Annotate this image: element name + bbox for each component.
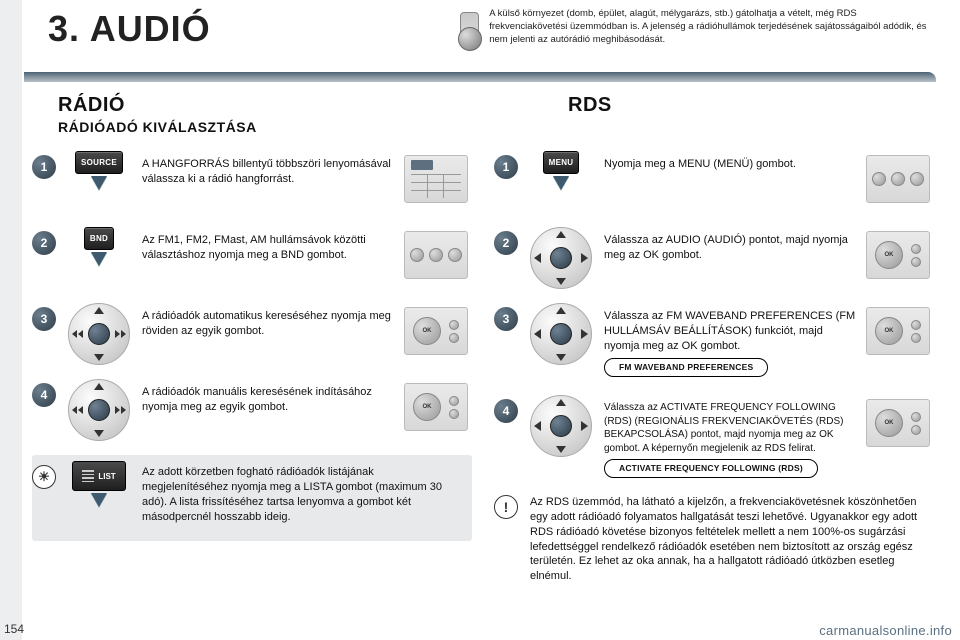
control-illustration: BND bbox=[62, 227, 136, 266]
control-illustration: LIST bbox=[62, 461, 136, 507]
step-text: Válassza az FM WAVEBAND PREFERENCES (FM … bbox=[598, 303, 862, 377]
step-number: 2 bbox=[494, 231, 518, 255]
option-pill: FM WAVEBAND PREFERENCES bbox=[604, 358, 768, 377]
panel-thumb bbox=[400, 151, 472, 203]
audio-cd-icon bbox=[460, 12, 479, 48]
subhead-right: RDS bbox=[488, 94, 960, 135]
header-note-text: A külső környezet (domb, épület, alagút,… bbox=[489, 8, 936, 46]
panel-thumb bbox=[862, 303, 934, 355]
list-button-label: LIST bbox=[98, 472, 115, 481]
source-button[interactable]: SOURCE bbox=[75, 151, 123, 174]
header-note-box: A külső környezet (domb, épület, alagút,… bbox=[460, 8, 960, 72]
right-step-1: 1 MENU Nyomja meg a MENU (MENÜ) gombot. bbox=[494, 151, 934, 219]
step-text: Válassza az ACTIVATE FREQUENCY FOLLOWING… bbox=[598, 395, 862, 478]
right-column: 1 MENU Nyomja meg a MENU (MENÜ) gombot. … bbox=[494, 151, 934, 584]
radio-knob-icon bbox=[866, 399, 930, 447]
step-number: 1 bbox=[32, 155, 56, 179]
control-illustration bbox=[62, 303, 136, 365]
step-text: Nyomja meg a MENU (MENÜ) gombot. bbox=[598, 151, 862, 172]
page-title: 3. AUDIÓ bbox=[48, 8, 460, 72]
pointer-down-icon bbox=[91, 493, 107, 507]
pointer-down-icon bbox=[91, 252, 107, 266]
left-step-2: 2 BND Az FM1, FM2, FMast, AM hullámsávok… bbox=[32, 227, 472, 295]
left-step-3: 3 A rádióadók automatikus kereséséhez ny… bbox=[32, 303, 472, 371]
right-step-4: 4 Válassza az ACTIVATE FREQUENCY FOLLOWI… bbox=[494, 395, 934, 483]
dpad-ok-icon[interactable] bbox=[530, 303, 592, 365]
dpad-ok-icon[interactable] bbox=[530, 227, 592, 289]
warning-icon: ! bbox=[494, 495, 518, 519]
header: 3. AUDIÓ A külső környezet (domb, épület… bbox=[0, 0, 960, 72]
left-margin bbox=[0, 0, 22, 640]
page: 3. AUDIÓ A külső környezet (domb, épület… bbox=[0, 0, 960, 640]
left-note: ☀ LIST Az adott körzetben fogható rádióa… bbox=[32, 455, 472, 541]
step-number: 2 bbox=[32, 231, 56, 255]
panel-thumb bbox=[862, 227, 934, 279]
page-number: 154 bbox=[4, 622, 24, 636]
columns: 1 SOURCE A HANGFORRÁS billentyű többször… bbox=[0, 151, 960, 584]
panel-thumb bbox=[862, 151, 934, 203]
step-number: 1 bbox=[494, 155, 518, 179]
dpad-icon[interactable] bbox=[68, 303, 130, 365]
pointer-down-icon bbox=[91, 176, 107, 190]
radio-knob-icon bbox=[404, 307, 468, 355]
control-illustration: MENU bbox=[524, 151, 598, 190]
control-illustration bbox=[524, 395, 598, 457]
option-pill: ACTIVATE FREQUENCY FOLLOWING (RDS) bbox=[604, 459, 818, 478]
right-heading: RDS bbox=[568, 94, 960, 117]
step-number: 4 bbox=[494, 399, 518, 423]
left-step-4: 4 A rádióadók manuális keresésének indít… bbox=[32, 379, 472, 447]
dpad-icon[interactable] bbox=[68, 379, 130, 441]
step-number: 4 bbox=[32, 383, 56, 407]
control-illustration: SOURCE bbox=[62, 151, 136, 190]
subheader: RÁDIÓ RÁDIÓADÓ KIVÁLASZTÁSA RDS bbox=[0, 82, 960, 151]
left-column: 1 SOURCE A HANGFORRÁS billentyű többször… bbox=[32, 151, 472, 584]
panel-thumb bbox=[400, 379, 472, 431]
pointer-down-icon bbox=[553, 176, 569, 190]
step-text-body: Válassza az FM WAVEBAND PREFERENCES (FM … bbox=[604, 310, 855, 352]
left-subheading: RÁDIÓADÓ KIVÁLASZTÁSA bbox=[58, 119, 488, 135]
step-text: A rádióadók manuális keresésének indítás… bbox=[136, 379, 400, 415]
watermark: carmanualsonline.info bbox=[819, 623, 952, 638]
step-text: A HANGFORRÁS billentyű többszöri lenyomá… bbox=[136, 151, 400, 187]
right-note: ! Az RDS üzemmód, ha látható a kijelzőn,… bbox=[494, 491, 934, 584]
tip-icon: ☀ bbox=[32, 465, 56, 489]
menu-button[interactable]: MENU bbox=[543, 151, 580, 174]
bnd-button[interactable]: BND bbox=[84, 227, 114, 250]
radio-buttons-icon bbox=[866, 155, 930, 203]
radio-knob-icon bbox=[866, 307, 930, 355]
header-divider bbox=[24, 72, 936, 82]
step-text: Válassza az AUDIO (AUDIÓ) pontot, majd n… bbox=[598, 227, 862, 263]
control-illustration bbox=[524, 227, 598, 289]
subhead-left: RÁDIÓ RÁDIÓADÓ KIVÁLASZTÁSA bbox=[58, 94, 488, 135]
step-text: A rádióadók automatikus kereséséhez nyom… bbox=[136, 303, 400, 339]
step-text-body: Válassza az ACTIVATE FREQUENCY FOLLOWING… bbox=[604, 402, 843, 454]
radio-buttons-icon bbox=[404, 231, 468, 279]
radio-grid-icon bbox=[404, 155, 468, 203]
left-heading: RÁDIÓ bbox=[58, 94, 488, 117]
left-step-1: 1 SOURCE A HANGFORRÁS billentyű többször… bbox=[32, 151, 472, 219]
radio-knob-icon bbox=[404, 383, 468, 431]
panel-thumb bbox=[400, 227, 472, 279]
list-button[interactable]: LIST bbox=[72, 461, 126, 491]
panel-thumb bbox=[862, 395, 934, 447]
step-number: 3 bbox=[32, 307, 56, 331]
radio-knob-icon bbox=[866, 231, 930, 279]
list-lines-icon bbox=[82, 470, 94, 482]
note-text: Az adott körzetben fogható rádióadók lis… bbox=[136, 461, 468, 524]
dpad-ok-icon[interactable] bbox=[530, 395, 592, 457]
panel-thumb bbox=[400, 303, 472, 355]
step-text: Az FM1, FM2, FMast, AM hullámsávok közöt… bbox=[136, 227, 400, 263]
right-step-3: 3 Válassza az FM WAVEBAND PREFERENCES (F… bbox=[494, 303, 934, 387]
note-text: Az RDS üzemmód, ha látható a kijelzőn, a… bbox=[524, 491, 934, 584]
right-step-2: 2 Válassza az AUDIO (AUDIÓ) pontot, majd… bbox=[494, 227, 934, 295]
step-number: 3 bbox=[494, 307, 518, 331]
control-illustration bbox=[62, 379, 136, 441]
control-illustration bbox=[524, 303, 598, 365]
